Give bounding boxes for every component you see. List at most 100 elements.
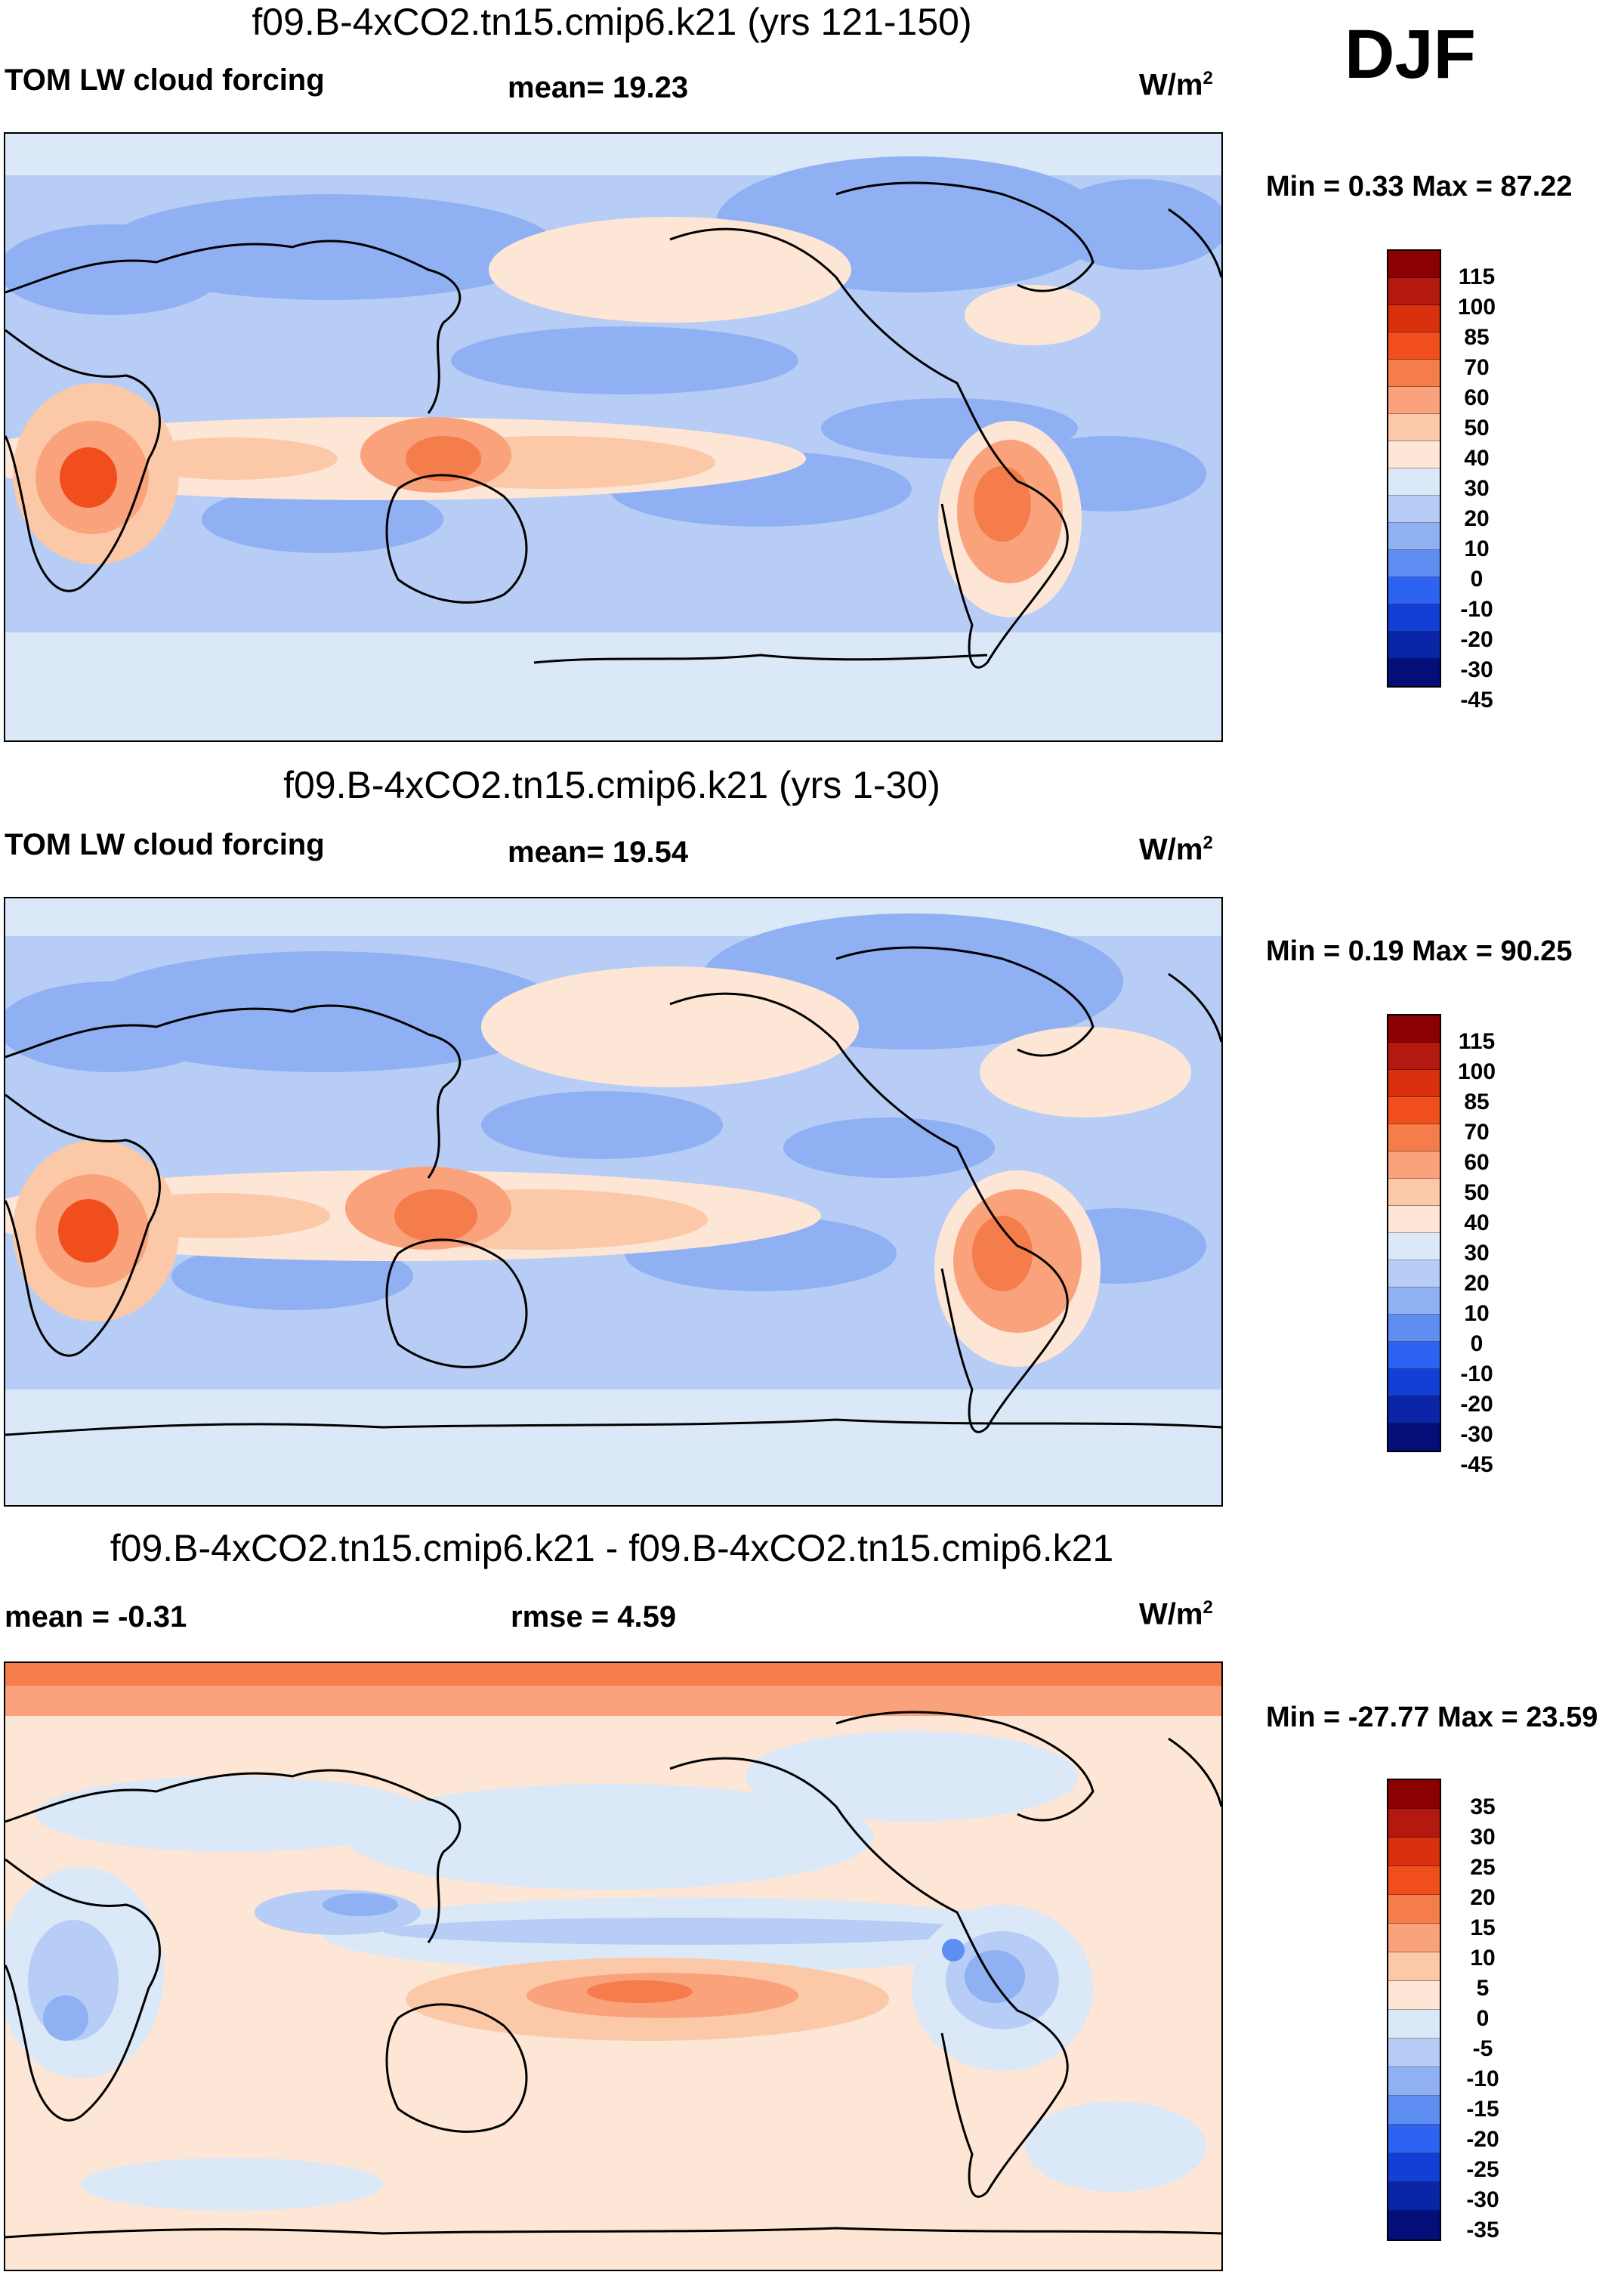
panel-3-colorbar-swatch: [1388, 2039, 1440, 2067]
panel-3-colorbar-tick: 15: [1470, 1915, 1496, 1940]
panel-3-colorbar-swatch: [1388, 2182, 1440, 2211]
panel-3-colorbar-tick: -35: [1466, 2218, 1499, 2243]
panel-3-colorbar-tick: -10: [1466, 2066, 1499, 2091]
panel-2-colorbar-swatch: [1388, 1070, 1440, 1097]
panel-3-colorbar-swatch: [1388, 1981, 1440, 2010]
panel-2-colorbar-swatch: [1388, 1015, 1440, 1043]
panel-2-colorbar-swatch: [1388, 1342, 1440, 1369]
panel-1-colorbar-swatch: [1388, 468, 1440, 496]
panel-2-colorbar-swatch: [1388, 1179, 1440, 1206]
panel-2-colorbar-tick: 70: [1464, 1120, 1490, 1145]
panel-3-map: [4, 1661, 1223, 2271]
panel-3-colorbar-swatch: [1388, 1952, 1440, 1981]
panel-2-colorbar: [1387, 1014, 1441, 1452]
panel-3-colorbar-tick: -30: [1466, 2187, 1499, 2212]
panel-2-colorbar-swatch: [1388, 1396, 1440, 1423]
panel-2-colorbar-swatch: [1388, 1206, 1440, 1233]
panel-1-colorbar-swatch: [1388, 550, 1440, 577]
panel-1-colorbar-swatch: [1388, 251, 1440, 278]
panel-1-title: f09.B-4xCO2.tn15.cmip6.k21 (yrs 121-150): [252, 1, 972, 43]
panel-1-colorbar-tick: -20: [1460, 627, 1493, 652]
panel-2-colorbar-swatch: [1388, 1260, 1440, 1287]
panel-2-colorbar-swatch: [1388, 1097, 1440, 1124]
panel-3-colorbar-tick: 5: [1476, 1976, 1490, 2001]
panel-1-colorbar-tick: 85: [1464, 325, 1490, 350]
panel-3-colorbar-tick: 0: [1476, 2006, 1490, 2031]
panel-3-colorbar-tick: -20: [1466, 2127, 1499, 2152]
panel-2-variable-label: TOM LW cloud forcing: [5, 828, 325, 861]
panel-2-colorbar-swatch: [1388, 1124, 1440, 1151]
panel-2-colorbar-tick: -20: [1460, 1392, 1493, 1417]
panel-3-colorbar-swatch: [1388, 2125, 1440, 2153]
panel-1-colorbar-tick: -30: [1460, 657, 1493, 682]
panel-3-colorbar-tick: 30: [1470, 1825, 1496, 1850]
panel-2-colorbar-tick: 0: [1470, 1331, 1484, 1356]
panel-2-colorbar-tick: 85: [1464, 1090, 1490, 1114]
panel-2-colorbar-tick: 100: [1457, 1059, 1496, 1084]
panel-2-colorbar-tick: 20: [1464, 1271, 1490, 1296]
panel-2-colorbar-tick: 60: [1464, 1150, 1490, 1175]
panel-3-colorbar-swatch: [1388, 1866, 1440, 1895]
panel-2-colorbar-tick: -10: [1460, 1362, 1493, 1386]
panel-3-colorbar-tick: -25: [1466, 2157, 1499, 2182]
panel-1-colorbar-swatch: [1388, 387, 1440, 414]
panel-1-colorbar-tick: -10: [1460, 597, 1493, 622]
panel-1-colorbar-tick: 30: [1464, 476, 1490, 501]
panel-1-colorbar-tick: 50: [1464, 416, 1490, 440]
panel-2-units: W/m2: [1139, 833, 1213, 867]
panel-1-colorbar-tick: 100: [1457, 295, 1496, 320]
panel-3-min-max: Min = -27.77 Max = 23.59: [1266, 1702, 1598, 1733]
panel-1-colorbar-swatch: [1388, 523, 1440, 550]
panel-2-colorbar-swatch: [1388, 1423, 1440, 1451]
panel-2-colorbar-tick: 10: [1464, 1301, 1490, 1326]
panel-3-colorbar-swatch: [1388, 1895, 1440, 1924]
panel-1-colorbar-tick: 10: [1464, 536, 1490, 561]
panel-2-colorbar-tick: -30: [1460, 1422, 1493, 1447]
panel-1-colorbar-swatch: [1388, 414, 1440, 441]
panel-1-mean-label: mean= 19.23: [508, 71, 689, 104]
panel-2-min-max: Min = 0.19 Max = 90.25: [1266, 935, 1573, 967]
panel-1-colorbar-swatch: [1388, 441, 1440, 468]
panel-3-units: W/m2: [1139, 1597, 1213, 1631]
panel-2-mean-label: mean= 19.54: [508, 836, 689, 869]
panel-1-colorbar-tick: 60: [1464, 385, 1490, 410]
panel-3-colorbar-tick: 10: [1470, 1946, 1496, 1971]
panel-1-colorbar-swatch: [1388, 305, 1440, 332]
panel-3-colorbar-swatch: [1388, 1924, 1440, 1952]
panel-1-colorbar-swatch: [1388, 496, 1440, 523]
panel-3-colorbar: [1387, 1779, 1441, 2241]
panel-1-colorbar-tick: -45: [1460, 688, 1493, 712]
panel-3-title: f09.B-4xCO2.tn15.cmip6.k21 - f09.B-4xCO2…: [110, 1527, 1114, 1569]
panel-3-colorbar-swatch: [1388, 2096, 1440, 2125]
panel-1-colorbar-tick: 20: [1464, 506, 1490, 531]
panel-2-colorbar-swatch: [1388, 1369, 1440, 1396]
panel-1-colorbar: [1387, 249, 1441, 688]
panel-2-colorbar-swatch: [1388, 1315, 1440, 1342]
panel-1-colorbar-swatch: [1388, 332, 1440, 360]
panel-3-colorbar-swatch: [1388, 2067, 1440, 2096]
panel-3-colorbar-swatch: [1388, 1809, 1440, 1838]
panel-2-title: f09.B-4xCO2.tn15.cmip6.k21 (yrs 1-30): [283, 764, 940, 806]
panel-1-colorbar-tick: 0: [1470, 567, 1484, 592]
panel-1-map: [4, 132, 1223, 742]
panel-3-rmse-label: rmse = 4.59: [511, 1600, 677, 1634]
panel-1-colorbar-tick: 40: [1464, 446, 1490, 471]
panel-3-mean-label: mean = -0.31: [5, 1600, 187, 1634]
panel-2-colorbar-swatch: [1388, 1043, 1440, 1070]
panel-2-colorbar-swatch: [1388, 1287, 1440, 1315]
panel-1-units: W/m2: [1139, 68, 1213, 102]
panel-3-colorbar-swatch: [1388, 2010, 1440, 2039]
season-label: DJF: [1345, 16, 1476, 93]
panel-2-colorbar-tick: 40: [1464, 1210, 1490, 1235]
panel-1-min-max: Min = 0.33 Max = 87.22: [1266, 171, 1573, 202]
panel-2-colorbar-tick: 50: [1464, 1180, 1490, 1205]
panel-3-colorbar-swatch: [1388, 2211, 1440, 2239]
panel-2-colorbar-swatch: [1388, 1233, 1440, 1260]
panel-1-colorbar-swatch: [1388, 659, 1440, 686]
panel-3-colorbar-tick: -5: [1472, 2036, 1493, 2061]
panel-2-colorbar-tick: -45: [1460, 1452, 1493, 1477]
panel-1-colorbar-swatch: [1388, 604, 1440, 632]
panel-1-colorbar-swatch: [1388, 360, 1440, 387]
panel-3-colorbar-tick: 25: [1470, 1855, 1496, 1880]
panel-2-map: [4, 897, 1223, 1507]
